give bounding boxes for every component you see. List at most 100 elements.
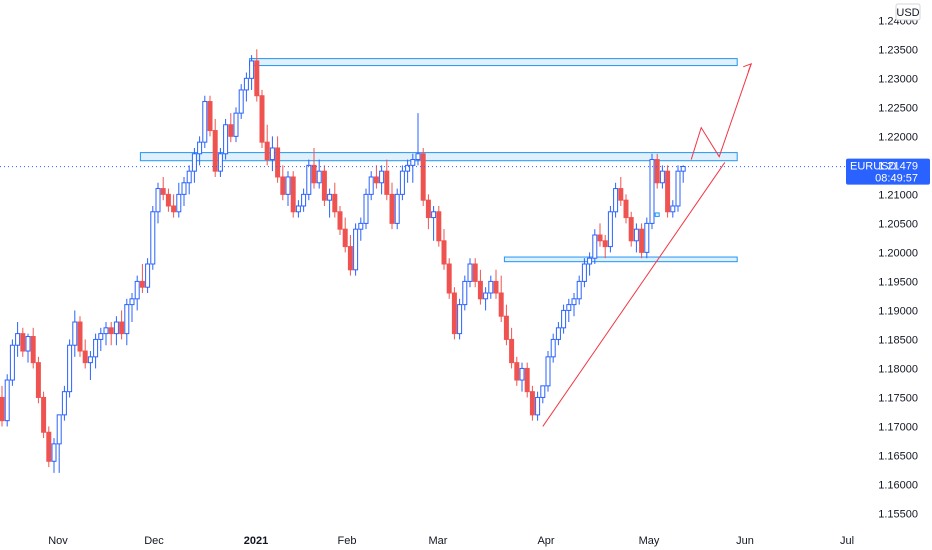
candle-body <box>191 153 197 172</box>
level-zone-support-small[interactable] <box>654 212 660 217</box>
price-axis[interactable]: 1.15500 1.16000 1.16500 1.17000 1.17500 1.180… <box>878 15 918 520</box>
candle-body <box>550 338 556 358</box>
candle-body <box>519 367 525 381</box>
candle-body <box>238 89 244 114</box>
candle-body <box>61 391 67 416</box>
candle-body <box>389 193 395 224</box>
candle-body <box>306 164 312 195</box>
candle-body <box>639 228 645 253</box>
candle-body <box>571 298 577 306</box>
candle-body <box>555 327 561 340</box>
candle-body <box>181 182 187 195</box>
candle-body <box>311 164 317 184</box>
candle-body <box>321 170 327 201</box>
candle-body <box>566 304 572 311</box>
candle-body <box>670 205 676 213</box>
candle-body <box>197 141 203 155</box>
candle-body <box>467 263 473 282</box>
projection-path[interactable] <box>690 63 752 160</box>
candle-body <box>332 193 338 213</box>
candle-body <box>431 211 437 219</box>
candle-body <box>165 193 171 207</box>
price-tick-label: 1.17000 <box>878 421 918 433</box>
price-tick-label: 1.20500 <box>878 218 918 230</box>
candle-body <box>597 234 603 242</box>
currency-text: USD <box>896 7 919 19</box>
candle-body <box>472 263 478 282</box>
candle-body <box>441 240 447 265</box>
candle-body <box>368 176 374 195</box>
candle-body <box>0 396 5 422</box>
candle-body <box>51 443 57 462</box>
candle-body <box>129 298 135 306</box>
candle-body <box>498 292 504 317</box>
candle-body <box>353 228 359 271</box>
candle-body <box>535 396 541 416</box>
candle-body <box>290 176 296 213</box>
candle-body <box>436 211 442 242</box>
candle-body <box>613 188 619 213</box>
candle-body <box>171 205 177 213</box>
candle-body <box>561 309 567 329</box>
candle-body <box>509 338 515 364</box>
candle-body <box>98 333 104 340</box>
bar-countdown: 08:49:57 <box>875 173 918 185</box>
candle-body <box>119 321 125 335</box>
candle-body <box>649 159 655 224</box>
candle-body <box>82 350 88 364</box>
candle-body <box>347 246 353 271</box>
candle-body <box>93 338 99 358</box>
candle-body <box>337 211 343 230</box>
candle-body <box>134 280 140 300</box>
price-tick-label: 1.16500 <box>878 450 918 462</box>
time-axis[interactable]: Nov Dec 2021 Feb Mar Apr May Jun Jul <box>48 535 854 547</box>
candle-body <box>41 396 47 433</box>
candle-body <box>9 344 15 381</box>
candle-body <box>425 199 431 219</box>
candle-body <box>457 304 463 335</box>
candle-body <box>592 234 598 259</box>
level-zone-resistance-top[interactable] <box>249 58 738 67</box>
candle-body <box>176 193 182 213</box>
candle-body <box>145 263 151 288</box>
time-tick-label: Jul <box>840 535 854 547</box>
time-tick-label: May <box>639 535 660 547</box>
candle-body <box>285 176 291 195</box>
candle-body <box>384 170 390 195</box>
candle-body <box>529 391 535 416</box>
candle-body <box>394 193 400 224</box>
candle-body <box>15 333 21 346</box>
candle-body <box>618 188 624 201</box>
candle-body <box>269 147 275 161</box>
candle-body <box>233 112 239 137</box>
ascending-trendline[interactable] <box>542 162 726 427</box>
candle-body <box>150 211 156 265</box>
candle-body <box>243 77 249 91</box>
candle-body <box>483 292 489 300</box>
candle-body <box>675 170 681 207</box>
candle-body <box>295 205 301 213</box>
candle-body <box>446 263 452 294</box>
time-tick-label: Dec <box>144 535 164 547</box>
levels-layer <box>139 58 738 263</box>
candle-body <box>462 280 468 306</box>
candle-body <box>280 176 286 195</box>
time-tick-label: Apr <box>537 535 554 547</box>
candle-body <box>249 60 255 79</box>
candle-body <box>113 321 119 335</box>
candle-body <box>399 170 405 195</box>
price-tick-label: 1.20000 <box>878 247 918 259</box>
candle-body <box>493 280 499 294</box>
candle-body <box>514 362 520 381</box>
candle-body <box>212 130 218 172</box>
level-zone-resistance-main[interactable] <box>139 152 738 162</box>
level-zone-support-mid[interactable] <box>503 256 738 263</box>
candles-layer <box>0 49 686 473</box>
candle-body <box>207 101 213 132</box>
candle-body <box>72 321 78 346</box>
candle-body <box>410 159 416 166</box>
candle-body <box>275 147 281 178</box>
projection-arrowhead <box>743 62 753 72</box>
last-price-value: 1.21479 <box>878 161 918 173</box>
